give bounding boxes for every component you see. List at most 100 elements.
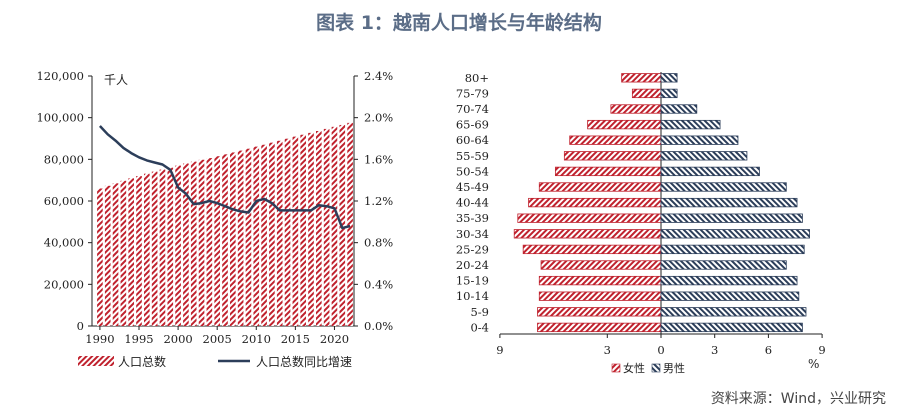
- right-y-tick-label: 1.2%: [364, 194, 393, 208]
- population-bar: [104, 185, 111, 326]
- female-bar: [540, 260, 662, 270]
- legend-label-female: 女性: [623, 361, 645, 375]
- female-bar: [554, 166, 662, 177]
- right-y-tick-label: 0.4%: [364, 277, 393, 291]
- legend-swatch-population: [78, 356, 114, 366]
- population-bar: [292, 136, 299, 326]
- female-bar: [522, 244, 662, 255]
- growth-line: [98, 125, 351, 230]
- female-bar: [517, 213, 662, 223]
- population-bar: [128, 178, 134, 326]
- female-bar: [528, 197, 662, 208]
- female-bar: [537, 322, 662, 333]
- pyramid-x-tick-label: 3: [711, 343, 718, 357]
- left-y-tick-label: 60,000: [44, 194, 84, 208]
- male-bar: [660, 307, 807, 317]
- population-bar: [97, 188, 103, 326]
- male-bar: [660, 244, 805, 255]
- age-group-label: 5-9: [470, 305, 489, 319]
- left-y-tick-label: 100,000: [36, 111, 84, 125]
- population-bar: [136, 176, 142, 326]
- age-group-label: 55-59: [456, 149, 489, 163]
- male-bar: [660, 73, 678, 83]
- population-bar: [175, 165, 181, 326]
- male-bar: [660, 182, 787, 192]
- age-group-label: 10-14: [456, 289, 489, 303]
- male-bar: [660, 260, 787, 270]
- x-tick-label: 2000: [163, 332, 192, 346]
- x-tick-label: 2015: [281, 332, 310, 346]
- left-y-tick-label: 120,000: [36, 69, 84, 83]
- population-bar: [222, 154, 228, 326]
- female-bar: [610, 104, 662, 114]
- age-group-label: 30-34: [456, 227, 489, 241]
- female-bar: [621, 73, 662, 83]
- population-bar: [308, 132, 314, 326]
- age-group-label: 0-4: [470, 320, 489, 334]
- population-bar: [206, 158, 213, 326]
- right-y-tick-label: 2.4%: [364, 69, 393, 83]
- age-group-label: 80+: [465, 71, 489, 85]
- male-bar: [660, 88, 678, 99]
- population-bar: [237, 150, 244, 326]
- left-legend: 人口总数 人口总数同比增速: [78, 354, 352, 369]
- population-bar: [151, 171, 158, 326]
- age-group-label: 65-69: [456, 118, 489, 132]
- population-bar: [300, 134, 306, 326]
- population-bar: [316, 131, 322, 326]
- left-y-tick-label: 20,000: [44, 277, 84, 291]
- age-group-label: 15-19: [456, 274, 489, 288]
- male-bar: [660, 291, 800, 301]
- male-bar: [660, 151, 748, 161]
- right-y-tick-label: 1.6%: [364, 152, 393, 166]
- pyramid-x-unit: %: [808, 357, 819, 371]
- female-bar: [587, 119, 662, 130]
- female-bar: [537, 307, 662, 317]
- pyramid-x-tick-label: 6: [765, 343, 772, 357]
- female-bar: [538, 182, 662, 192]
- male-bar: [660, 322, 803, 333]
- age-group-label: 50-54: [456, 164, 489, 178]
- male-bar: [660, 104, 698, 114]
- population-bar: [253, 146, 260, 326]
- pyramid-x-tick-label: 9: [818, 343, 825, 357]
- age-group-label: 45-49: [456, 180, 489, 194]
- age-group-label: 25-29: [456, 242, 489, 256]
- x-tick-label: 2010: [242, 332, 271, 346]
- pyramid-x-tick-label: 0: [657, 343, 664, 357]
- population-bar: [120, 180, 127, 326]
- male-bar: [660, 213, 803, 223]
- population-bar: [323, 128, 330, 326]
- female-bar: [538, 275, 662, 286]
- pyramid-x-tick-label: 9: [496, 343, 503, 357]
- age-group-label: 40-44: [456, 196, 489, 210]
- legend-label-growth: 人口总数同比增速: [256, 354, 352, 369]
- population-bar: [159, 169, 166, 326]
- population-bar: [284, 138, 291, 326]
- left-y-tick-label: 0: [77, 319, 84, 333]
- male-bar: [660, 229, 810, 239]
- age-group-label: 20-24: [456, 258, 489, 272]
- left-y-tick-label: 40,000: [44, 236, 84, 250]
- population-bar: [183, 163, 189, 326]
- female-bar: [538, 291, 662, 301]
- population-bar: [261, 144, 267, 326]
- male-bar: [660, 135, 739, 145]
- population-bar: [276, 140, 283, 326]
- legend-label-male: 男性: [663, 361, 685, 375]
- left-chart: 020,00040,00060,00080,000100,000120,000 …: [36, 69, 393, 346]
- population-bar: [167, 167, 174, 326]
- male-bar: [660, 275, 798, 286]
- population-bar: [112, 183, 119, 326]
- age-group-label: 70-74: [456, 102, 489, 116]
- population-bar: [347, 122, 353, 326]
- legend-swatch-male: [651, 363, 661, 373]
- population-bar: [214, 156, 220, 326]
- population-bar: [230, 152, 236, 326]
- female-bar: [563, 151, 662, 161]
- x-tick-label: 2020: [320, 332, 349, 346]
- population-bar: [331, 126, 338, 326]
- right-y-tick-label: 2.0%: [364, 111, 393, 125]
- female-bar: [569, 135, 662, 145]
